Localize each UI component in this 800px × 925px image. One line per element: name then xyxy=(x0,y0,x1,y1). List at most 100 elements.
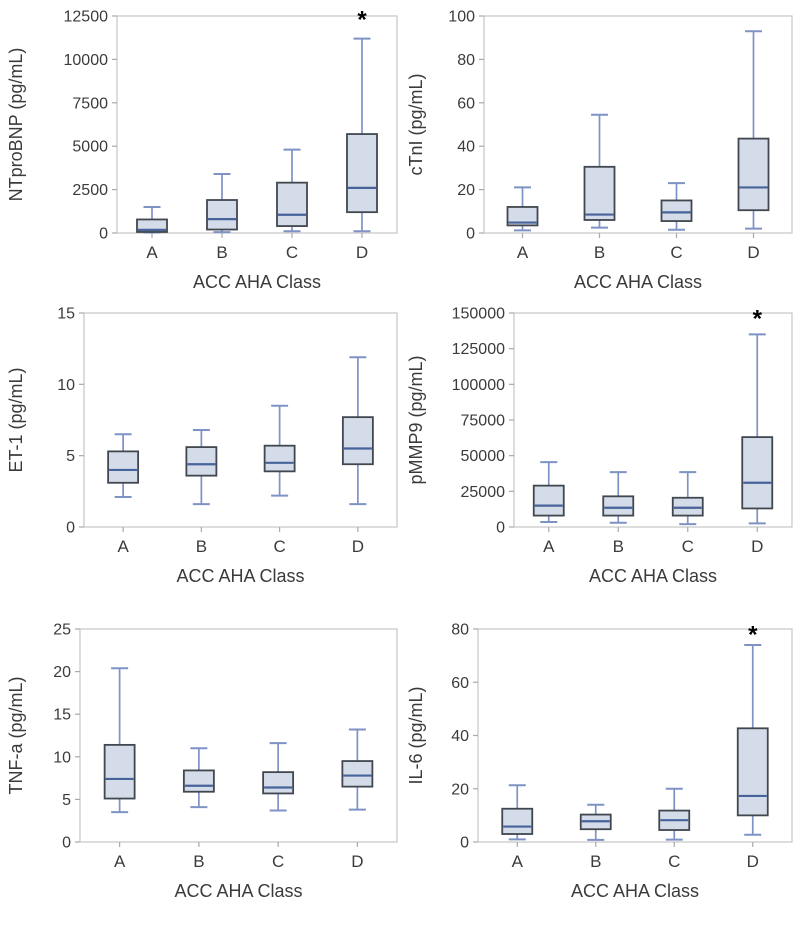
x-category-label: B xyxy=(196,537,207,556)
iqr-box xyxy=(736,727,769,817)
y-tick-label: 15 xyxy=(57,306,75,323)
plot-frame xyxy=(79,628,398,843)
x-category-label: C xyxy=(668,852,680,871)
plot-frame xyxy=(483,15,793,234)
y-tick-label: 20 xyxy=(53,664,71,681)
box-C xyxy=(276,148,308,233)
x-category-label: D xyxy=(747,852,759,871)
y-tick-label: 60 xyxy=(457,95,475,112)
x-axis-label: ACC AHA Class xyxy=(571,881,699,901)
y-tick-label: 50000 xyxy=(461,448,506,465)
box-C xyxy=(658,787,691,841)
chart-cell-ctni: 0 20 40 60 80 100 cTnI (pg/mL) A B C D ACC AHA Clas… xyxy=(400,0,800,292)
iqr-box xyxy=(185,446,218,477)
significance-star: * xyxy=(748,621,758,648)
box-C xyxy=(660,182,693,231)
x-category-label: D xyxy=(356,243,368,262)
box-D xyxy=(736,643,769,836)
y-tick-label: 20 xyxy=(451,781,469,798)
x-axis-label: ACC AHA Class xyxy=(174,881,302,901)
iqr-box xyxy=(341,416,374,466)
iqr-box xyxy=(262,771,295,795)
x-category-label: D xyxy=(747,243,759,262)
y-tick-label: 125000 xyxy=(452,341,505,358)
x-category-label: C xyxy=(682,537,694,556)
y-tick-label: 80 xyxy=(457,52,475,69)
box-A xyxy=(501,784,534,841)
y-axis-label: ET-1 (pg/mL) xyxy=(6,367,26,472)
y-axis-label: TNF-a (pg/mL) xyxy=(6,676,26,794)
boxplot-ntprobnp: 0 2500 5000 7500 10000 12500 NTproBNP (pg/mL) A… xyxy=(6,6,398,292)
iqr-box xyxy=(583,165,616,221)
box-D xyxy=(346,37,378,233)
iqr-box xyxy=(276,181,308,227)
box-B xyxy=(185,428,218,506)
box-D xyxy=(741,333,774,525)
x-category-label: B xyxy=(594,243,605,262)
y-tick-label: 0 xyxy=(496,520,505,537)
x-category-label: D xyxy=(351,852,363,871)
x-category-label: A xyxy=(114,852,126,871)
x-category-label: A xyxy=(512,852,524,871)
y-tick-label: 10 xyxy=(53,749,71,766)
y-tick-label: 100000 xyxy=(452,377,505,394)
box-C xyxy=(263,404,296,497)
box-B xyxy=(206,172,238,234)
chart-cell-ntprobnp: 0 2500 5000 7500 10000 12500 NTproBNP (pg/mL) A… xyxy=(0,0,400,292)
y-tick-label: 7500 xyxy=(72,95,108,112)
y-tick-label: 100 xyxy=(448,9,475,26)
x-category-label: C xyxy=(286,243,298,262)
iqr-box xyxy=(741,436,774,510)
x-category-label: A xyxy=(517,243,529,262)
x-category-label: B xyxy=(193,852,204,871)
boxplot-ctni: 0 20 40 60 80 100 cTnI (pg/mL) A B C D ACC AHA Clas… xyxy=(406,9,793,292)
chart-cell-tnf-a: 0 5 10 15 20 25 TNF-a (pg/mL) A B C D ACC AHA Class xyxy=(0,600,400,925)
x-axis-label: ACC AHA Class xyxy=(574,272,702,292)
y-tick-label: 0 xyxy=(66,520,75,537)
box-C xyxy=(671,471,704,526)
iqr-box xyxy=(501,807,534,835)
y-tick-label: 5000 xyxy=(72,139,108,156)
iqr-box xyxy=(532,484,565,517)
box-A xyxy=(136,205,168,234)
significance-star: * xyxy=(357,6,367,33)
y-tick-label: 25 xyxy=(53,622,71,639)
iqr-box xyxy=(660,199,693,222)
box-B xyxy=(583,113,616,229)
y-tick-label: 75000 xyxy=(461,413,506,430)
y-tick-label: 2500 xyxy=(72,182,108,199)
x-category-label: C xyxy=(670,243,682,262)
x-category-label: B xyxy=(613,537,624,556)
iqr-box xyxy=(506,206,539,227)
y-tick-label: 80 xyxy=(451,622,469,639)
y-axis-label: cTnI (pg/mL) xyxy=(406,73,426,175)
y-tick-label: 25000 xyxy=(461,484,506,501)
boxplot-il-6: 0 20 40 60 80 IL-6 (pg/mL) A B C D ACC AHA Class * xyxy=(406,621,793,901)
y-axis-label: pMMP9 (pg/mL) xyxy=(406,355,426,484)
y-tick-label: 0 xyxy=(466,226,475,243)
y-tick-label: 0 xyxy=(460,835,469,852)
y-tick-label: 40 xyxy=(451,728,469,745)
y-tick-label: 150000 xyxy=(452,306,505,323)
box-A xyxy=(532,461,565,524)
x-category-label: B xyxy=(216,243,227,262)
iqr-box xyxy=(103,743,136,800)
box-B xyxy=(579,803,612,841)
y-axis-label: NTproBNP (pg/mL) xyxy=(6,48,26,202)
x-axis-label: ACC AHA Class xyxy=(193,272,321,292)
x-category-label: A xyxy=(117,537,129,556)
x-category-label: B xyxy=(590,852,601,871)
box-D xyxy=(341,728,374,811)
iqr-box xyxy=(206,199,238,231)
x-category-label: D xyxy=(751,537,763,556)
y-tick-label: 12500 xyxy=(64,9,109,26)
significance-star: * xyxy=(753,306,763,333)
box-B xyxy=(182,747,215,809)
y-tick-label: 10000 xyxy=(64,52,109,69)
box-C xyxy=(262,742,295,812)
iqr-box xyxy=(602,495,635,517)
chart-cell-pmmp9: 0 25000 50000 75000 100000 125000 150000 pMMP9 … xyxy=(400,292,800,600)
iqr-box xyxy=(263,444,296,473)
